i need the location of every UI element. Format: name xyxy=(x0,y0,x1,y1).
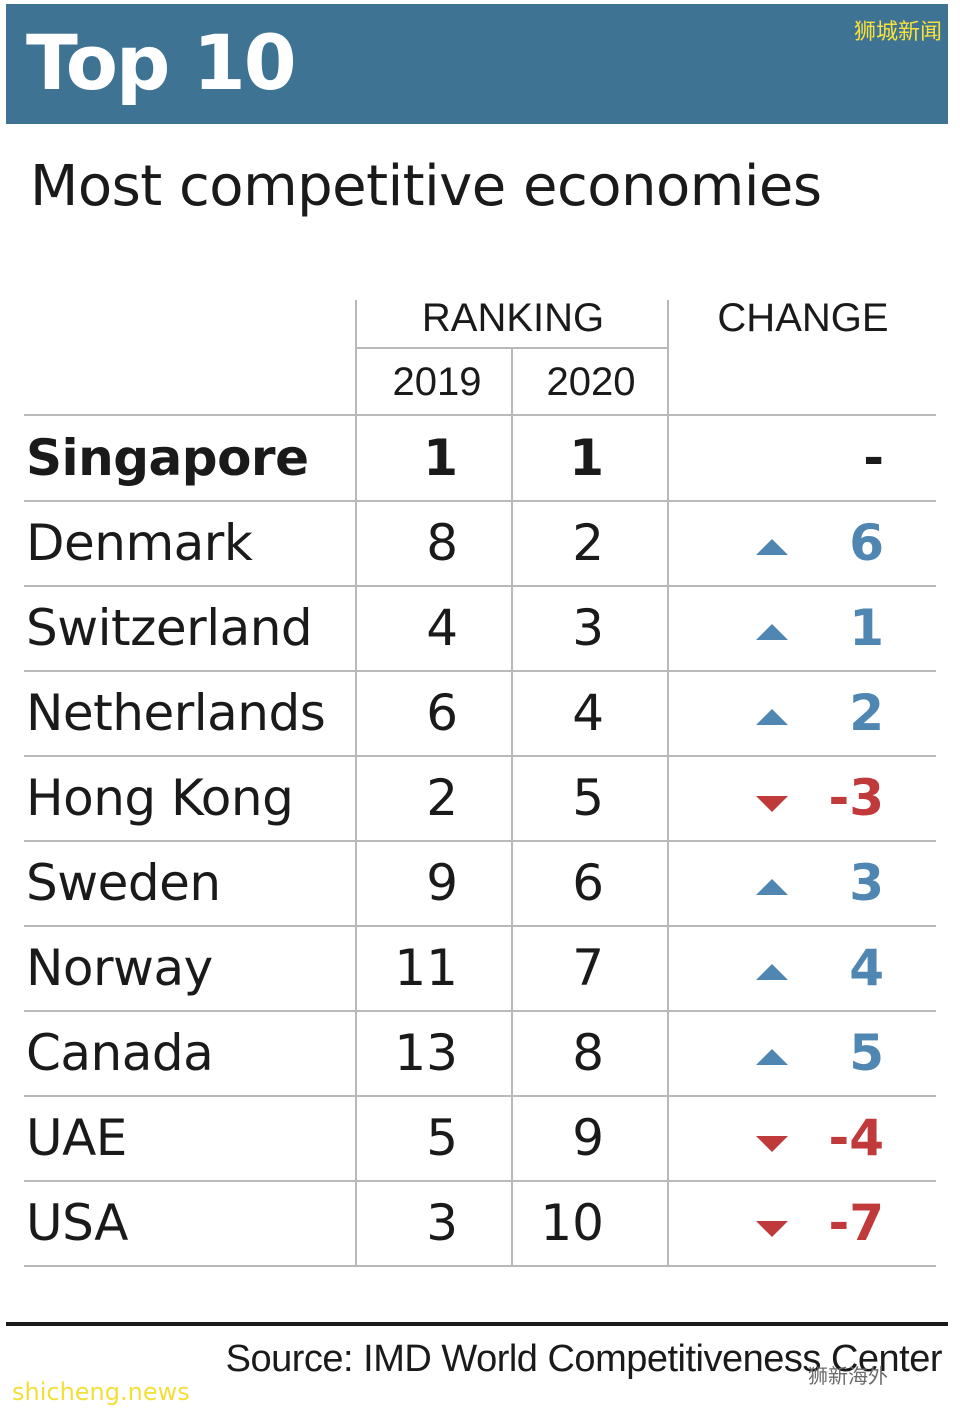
rank-2019: 8 xyxy=(426,514,458,572)
table-row: Switzerland 4 3 1 xyxy=(24,586,936,671)
triangle-up-icon xyxy=(756,539,788,555)
table-row: Norway 11 7 4 xyxy=(24,926,936,1011)
footer-rule xyxy=(6,1322,948,1326)
table-row: Netherlands 6 4 2 xyxy=(24,671,936,756)
rank-2019: 2 xyxy=(426,769,458,827)
country-name: Hong Kong xyxy=(26,769,294,827)
column-rule xyxy=(511,416,513,1266)
rank-2020: 6 xyxy=(572,854,604,912)
rank-2019: 1 xyxy=(423,429,458,487)
change-value: -7 xyxy=(828,1194,884,1252)
change-value: 1 xyxy=(849,599,884,657)
row-rule xyxy=(24,585,936,587)
change-cell: - xyxy=(754,416,884,501)
rank-2020: 2 xyxy=(572,514,604,572)
row-rule xyxy=(24,670,936,672)
page-title: Top 10 xyxy=(26,18,297,107)
column-rule xyxy=(667,416,669,1266)
rank-2020: 7 xyxy=(572,939,604,997)
change-cell: 5 xyxy=(754,1011,884,1096)
row-rule xyxy=(24,925,936,927)
watermark-top: 狮城新闻 xyxy=(853,20,942,45)
source-note: Source: IMD World Competitiveness Center xyxy=(225,1338,943,1380)
title-banner: Top 10 xyxy=(6,4,948,124)
header-rule-right xyxy=(667,300,669,415)
change-value: 3 xyxy=(849,854,884,912)
rank-2020: 3 xyxy=(572,599,604,657)
triangle-up-icon xyxy=(756,709,788,725)
table-row: USA 3 10 -7 xyxy=(24,1181,936,1266)
column-rule xyxy=(355,416,357,1266)
rank-2019: 6 xyxy=(426,684,458,742)
triangle-down-icon xyxy=(756,1221,788,1237)
table-row: UAE 5 9 -4 xyxy=(24,1096,936,1181)
country-name: Norway xyxy=(26,939,213,997)
triangle-down-icon xyxy=(756,1136,788,1152)
table-top-rule xyxy=(24,414,936,416)
change-value: - xyxy=(863,429,884,487)
triangle-up-icon xyxy=(756,1049,788,1065)
rank-2020: 1 xyxy=(569,429,604,487)
watermark-bottom-left: shicheng.news xyxy=(12,1378,190,1406)
row-rule xyxy=(24,1265,936,1267)
row-rule xyxy=(24,1010,936,1012)
rank-2020: 8 xyxy=(572,1024,604,1082)
country-name: Denmark xyxy=(26,514,253,572)
country-name: Sweden xyxy=(26,854,221,912)
change-cell: 3 xyxy=(754,841,884,926)
triangle-up-icon xyxy=(756,879,788,895)
row-rule xyxy=(24,500,936,502)
triangle-down-icon xyxy=(756,796,788,812)
rank-2019: 3 xyxy=(426,1194,458,1252)
change-cell: -3 xyxy=(754,756,884,841)
rank-2019: 11 xyxy=(394,939,458,997)
row-rule xyxy=(24,840,936,842)
header-rule-left xyxy=(355,300,357,415)
rank-2020: 10 xyxy=(540,1194,604,1252)
change-value: -4 xyxy=(828,1109,884,1167)
rank-2019: 9 xyxy=(426,854,458,912)
country-name: Canada xyxy=(26,1024,214,1082)
rank-2019: 5 xyxy=(426,1109,458,1167)
header-year-2020: 2020 xyxy=(546,360,636,404)
triangle-up-icon xyxy=(756,624,788,640)
triangle-up-icon xyxy=(756,964,788,980)
change-value: 6 xyxy=(849,514,884,572)
chart-subtitle: Most competitive economies xyxy=(30,154,822,219)
row-rule xyxy=(24,1180,936,1182)
rank-2020: 9 xyxy=(572,1109,604,1167)
header-change: CHANGE xyxy=(717,296,889,340)
row-rule xyxy=(24,755,936,757)
rank-2020: 5 xyxy=(572,769,604,827)
header-year-2019: 2019 xyxy=(392,360,482,404)
country-name: UAE xyxy=(26,1109,127,1167)
change-value: 5 xyxy=(849,1024,884,1082)
change-value: 2 xyxy=(849,684,884,742)
header-ranking: RANKING xyxy=(421,296,605,340)
change-cell: 2 xyxy=(754,671,884,756)
row-rule xyxy=(24,1095,936,1097)
watermark-bottom-right: 狮新海外 xyxy=(808,1364,888,1388)
table-row: Sweden 9 6 3 xyxy=(24,841,936,926)
country-name: USA xyxy=(26,1194,128,1252)
change-value: 4 xyxy=(849,939,884,997)
change-cell: -4 xyxy=(754,1096,884,1181)
table-row: Singapore 1 1 - xyxy=(24,416,936,501)
country-name: Singapore xyxy=(26,429,309,487)
rank-2019: 4 xyxy=(426,599,458,657)
rank-2019: 13 xyxy=(394,1024,458,1082)
country-name: Netherlands xyxy=(26,684,326,742)
change-cell: 4 xyxy=(754,926,884,1011)
rank-2020: 4 xyxy=(572,684,604,742)
table-row: Hong Kong 2 5 -3 xyxy=(24,756,936,841)
header-rule-mid xyxy=(511,348,513,415)
change-cell: 1 xyxy=(754,586,884,671)
country-name: Switzerland xyxy=(26,599,313,657)
change-cell: 6 xyxy=(754,501,884,586)
change-cell: -7 xyxy=(754,1181,884,1266)
table-row: Denmark 8 2 6 xyxy=(24,501,936,586)
table-row: Canada 13 8 5 xyxy=(24,1011,936,1096)
change-value: -3 xyxy=(828,769,884,827)
